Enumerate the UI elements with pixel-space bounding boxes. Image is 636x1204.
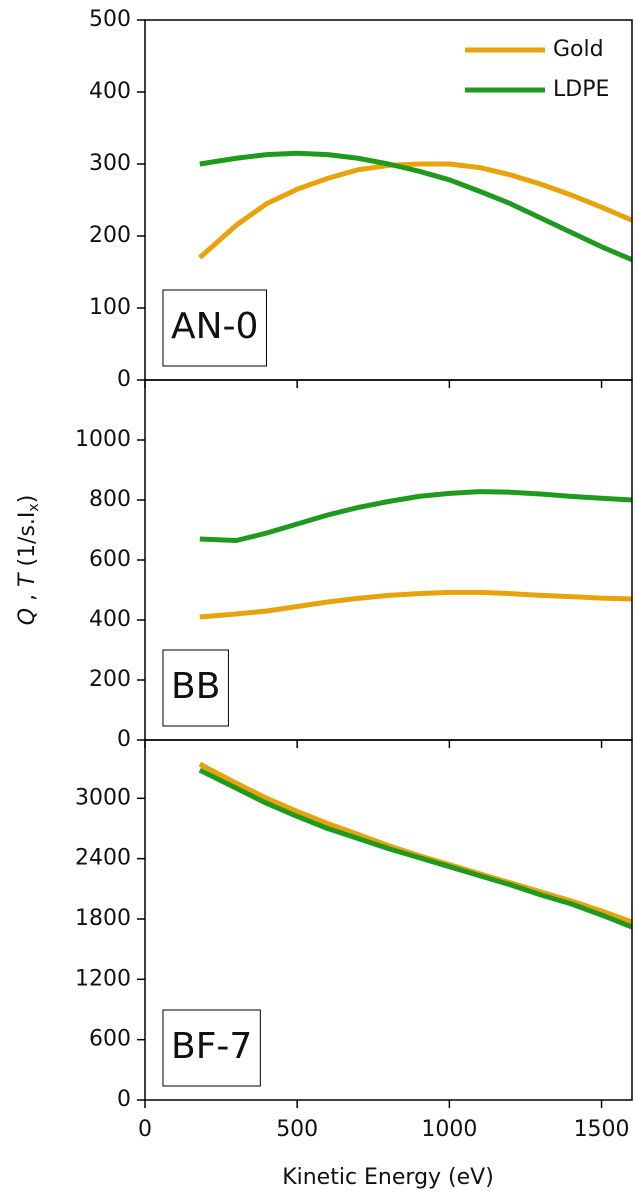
line [198, 161, 632, 260]
x-tick-label: 0 [138, 1117, 152, 1142]
x-tick-label: 1500 [574, 1117, 630, 1142]
x-axis-label: Kinetic Energy (eV) [282, 1165, 494, 1190]
y-tick-label: 200 [89, 223, 131, 248]
panel-label-box [162, 1009, 261, 1087]
y-tick-label: 1200 [75, 966, 131, 991]
panel-frame [144, 739, 633, 1101]
y-axis-label: Q , T (1/s.Ix) [15, 495, 42, 626]
y-label-part: , [15, 587, 40, 608]
line [199, 589, 632, 620]
y-tick-label: 100 [89, 295, 131, 320]
panel-label: BF-7 [171, 1026, 252, 1067]
legend-label: LDPE [553, 77, 609, 102]
y-tick-label: 2400 [75, 846, 131, 871]
y-tick-label: 600 [89, 547, 131, 572]
y-tick-label: 200 [89, 667, 131, 692]
plot-area [198, 150, 632, 263]
y-tick-label: 1800 [75, 906, 131, 931]
y-tick-label: 0 [117, 727, 131, 752]
panel-label-box [162, 289, 267, 367]
x-tick-label: 1000 [421, 1117, 477, 1142]
line [198, 767, 632, 930]
x-tick-label: 500 [276, 1117, 318, 1142]
y-tick-label: 400 [89, 79, 131, 104]
y-label-part: ) [15, 495, 40, 504]
y-tick-label: 300 [89, 151, 131, 176]
y-tick-label: 400 [89, 607, 131, 632]
line [199, 489, 632, 543]
plot-area [198, 761, 632, 930]
y-label-part: (1/s.I [15, 512, 40, 574]
y-tick-label: 600 [89, 1027, 131, 1052]
y-tick-label: 800 [89, 487, 131, 512]
line [199, 150, 632, 263]
panel-label: AN-0 [171, 306, 258, 347]
y-tick-label: 500 [89, 7, 131, 32]
y-tick-label: 1000 [75, 427, 131, 452]
y-label-part: x [26, 503, 42, 511]
panel-label-box [162, 649, 229, 727]
y-label-part: Q [15, 608, 40, 625]
plot-area [199, 489, 632, 620]
y-tick-label: 3000 [75, 785, 131, 810]
legend-label: Gold [553, 37, 604, 62]
panel-label: BB [171, 666, 220, 707]
y-tick-label: 0 [117, 1087, 131, 1112]
y-label-part: T [15, 572, 40, 587]
y-tick-label: 0 [117, 367, 131, 392]
line [198, 761, 632, 925]
